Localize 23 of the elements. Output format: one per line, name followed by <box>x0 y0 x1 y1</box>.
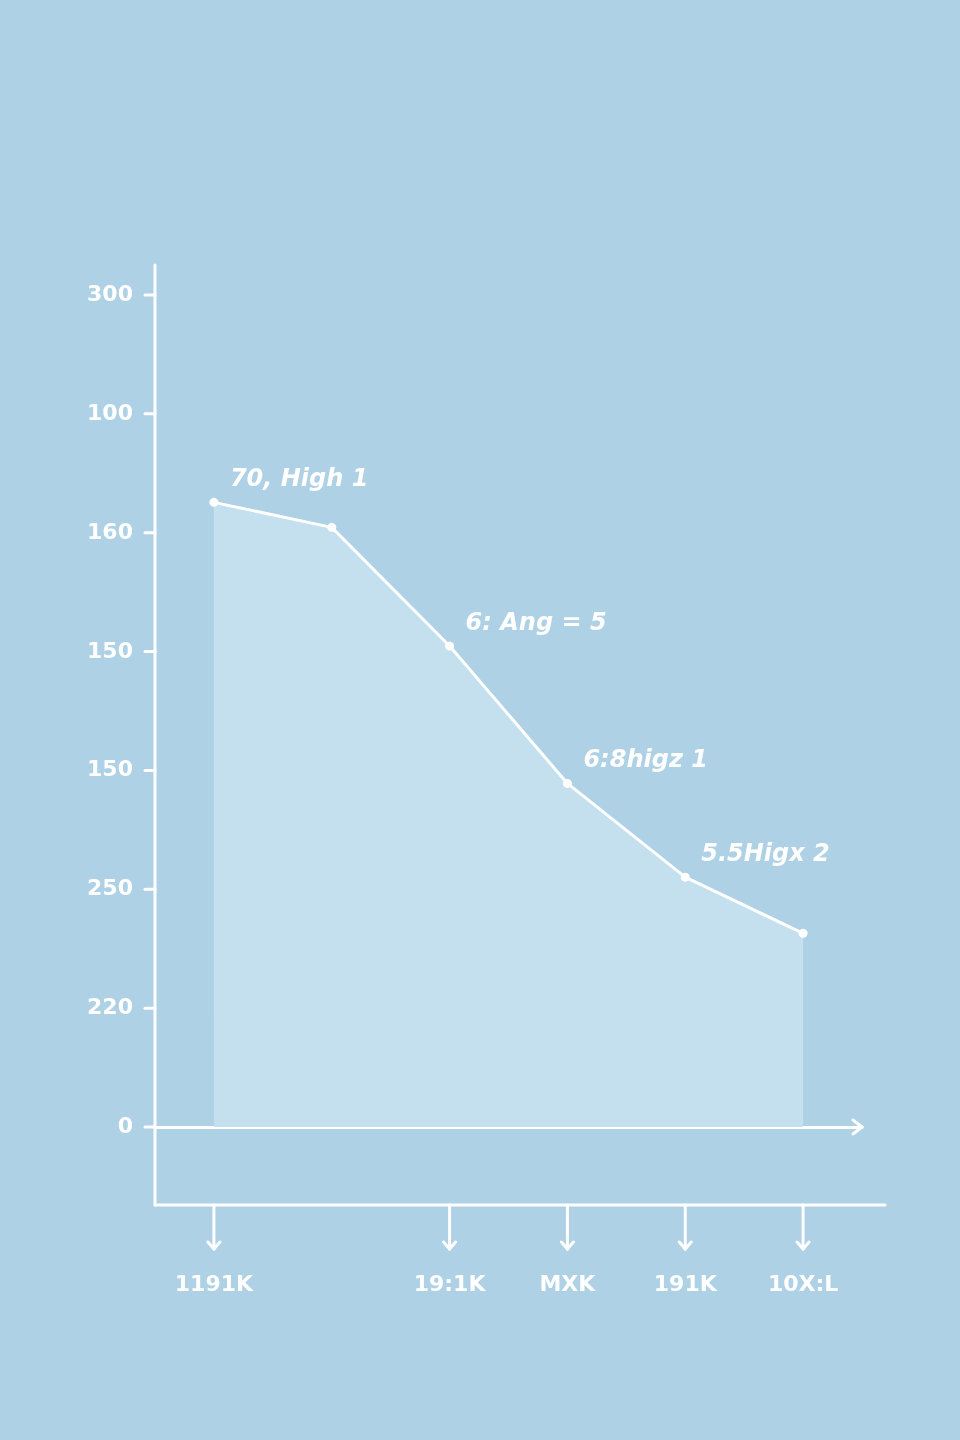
annotation: 70, High 1 <box>229 464 369 493</box>
point <box>680 872 690 882</box>
point <box>327 522 337 532</box>
annotation: 5.5Higx 2 <box>701 839 830 868</box>
text: 100 <box>86 399 133 425</box>
x-tick-label: 1191K <box>174 1270 255 1296</box>
text: 300 <box>86 281 133 306</box>
x-tick-label: 19:1K <box>413 1270 487 1296</box>
annotation: 6: Ang = 5 <box>465 608 607 637</box>
text: 160 <box>86 518 133 544</box>
text: 150 <box>86 756 133 782</box>
text: 0 <box>116 1113 133 1138</box>
text: 250 <box>86 875 133 901</box>
point <box>445 641 455 651</box>
annotation: 6:8higz 1 <box>583 745 708 774</box>
point <box>798 928 808 938</box>
text: 220 <box>86 994 133 1020</box>
point <box>562 778 572 788</box>
point <box>209 497 219 507</box>
x-tick-label: MXK <box>539 1270 597 1296</box>
x-tick-label: 10X:L <box>767 1270 839 1296</box>
x-tick-label: 191K <box>653 1270 718 1296</box>
text: 150 <box>86 637 133 663</box>
